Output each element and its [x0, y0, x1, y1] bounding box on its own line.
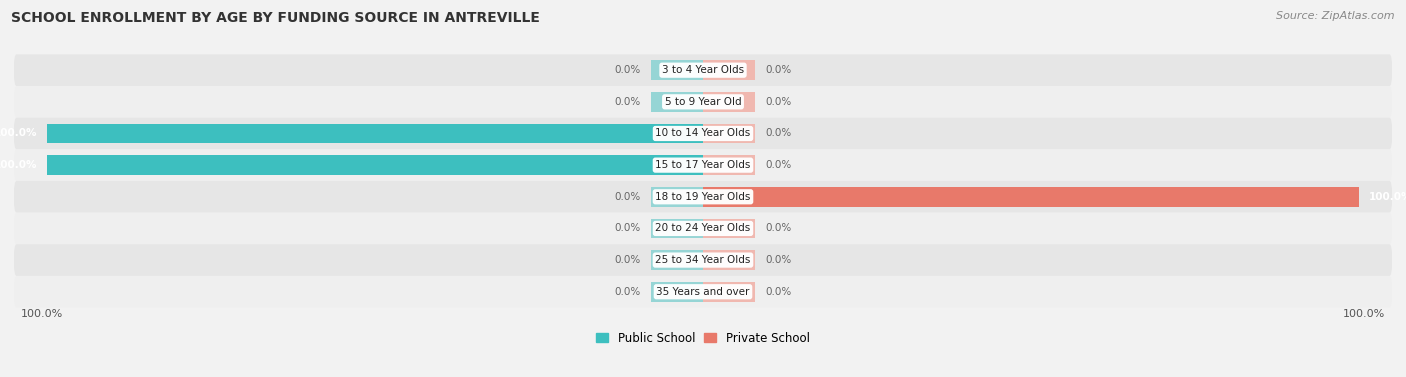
Bar [651, 219, 703, 238]
Text: 3 to 4 Year Olds: 3 to 4 Year Olds [662, 65, 744, 75]
FancyBboxPatch shape [14, 276, 1392, 308]
Bar [703, 92, 755, 112]
Bar [651, 187, 703, 207]
Bar [46, 155, 703, 175]
Text: 0.0%: 0.0% [614, 65, 641, 75]
Text: 0.0%: 0.0% [614, 255, 641, 265]
Bar [651, 282, 703, 302]
Text: 15 to 17 Year Olds: 15 to 17 Year Olds [655, 160, 751, 170]
Text: 0.0%: 0.0% [765, 97, 792, 107]
Text: 0.0%: 0.0% [614, 224, 641, 233]
Text: 0.0%: 0.0% [765, 224, 792, 233]
Text: 5 to 9 Year Old: 5 to 9 Year Old [665, 97, 741, 107]
Text: 100.0%: 100.0% [1369, 192, 1406, 202]
Text: 35 Years and over: 35 Years and over [657, 287, 749, 297]
Text: 0.0%: 0.0% [765, 65, 792, 75]
FancyBboxPatch shape [14, 213, 1392, 244]
Text: SCHOOL ENROLLMENT BY AGE BY FUNDING SOURCE IN ANTREVILLE: SCHOOL ENROLLMENT BY AGE BY FUNDING SOUR… [11, 11, 540, 25]
Bar [651, 60, 703, 80]
Text: 0.0%: 0.0% [765, 129, 792, 138]
FancyBboxPatch shape [14, 86, 1392, 118]
Bar [703, 187, 1360, 207]
Text: 25 to 34 Year Olds: 25 to 34 Year Olds [655, 255, 751, 265]
Text: 0.0%: 0.0% [765, 255, 792, 265]
Bar [46, 124, 703, 143]
Text: 18 to 19 Year Olds: 18 to 19 Year Olds [655, 192, 751, 202]
FancyBboxPatch shape [14, 244, 1392, 276]
Text: 10 to 14 Year Olds: 10 to 14 Year Olds [655, 129, 751, 138]
Bar [703, 250, 755, 270]
Text: 0.0%: 0.0% [614, 287, 641, 297]
Text: 100.0%: 100.0% [21, 309, 63, 319]
Bar [703, 282, 755, 302]
Bar [651, 250, 703, 270]
Text: 100.0%: 100.0% [0, 129, 37, 138]
Text: 0.0%: 0.0% [765, 287, 792, 297]
Legend: Public School, Private School: Public School, Private School [592, 327, 814, 349]
Bar [651, 92, 703, 112]
Text: 100.0%: 100.0% [0, 160, 37, 170]
FancyBboxPatch shape [14, 54, 1392, 86]
Text: Source: ZipAtlas.com: Source: ZipAtlas.com [1277, 11, 1395, 21]
Bar [703, 124, 755, 143]
Bar [703, 155, 755, 175]
Text: 0.0%: 0.0% [765, 160, 792, 170]
Text: 0.0%: 0.0% [614, 192, 641, 202]
FancyBboxPatch shape [14, 181, 1392, 213]
Text: 100.0%: 100.0% [1343, 309, 1385, 319]
Bar [703, 60, 755, 80]
FancyBboxPatch shape [14, 118, 1392, 149]
Text: 0.0%: 0.0% [614, 97, 641, 107]
Bar [703, 219, 755, 238]
FancyBboxPatch shape [14, 149, 1392, 181]
Text: 20 to 24 Year Olds: 20 to 24 Year Olds [655, 224, 751, 233]
